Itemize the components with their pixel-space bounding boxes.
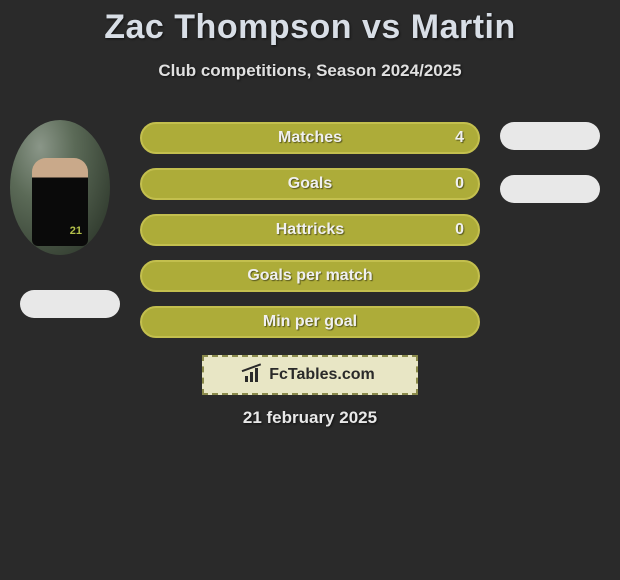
stat-row-matches: Matches 4 xyxy=(140,122,480,154)
player-avatar-left: 21 xyxy=(10,120,110,255)
stat-value: 0 xyxy=(455,221,464,239)
stat-value: 0 xyxy=(455,175,464,193)
pill-right-2 xyxy=(500,175,600,203)
stats-list: Matches 4 Goals 0 Hattricks 0 Goals per … xyxy=(140,122,480,352)
stat-label: Matches xyxy=(278,129,342,147)
stat-row-goals: Goals 0 xyxy=(140,168,480,200)
infographic-container: Zac Thompson vs Martin Club competitions… xyxy=(0,0,620,81)
brand-text: FcTables.com xyxy=(269,366,375,384)
stat-label: Goals per match xyxy=(247,267,372,285)
stat-row-hattricks: Hattricks 0 xyxy=(140,214,480,246)
stat-label: Goals xyxy=(288,175,332,193)
date-label: 21 february 2025 xyxy=(0,408,620,428)
pill-left xyxy=(20,290,120,318)
brand-box: FcTables.com xyxy=(202,355,418,395)
stat-row-goals-per-match: Goals per match xyxy=(140,260,480,292)
jersey-number: 21 xyxy=(70,225,82,237)
subtitle: Club competitions, Season 2024/2025 xyxy=(0,61,620,81)
stat-row-min-per-goal: Min per goal xyxy=(140,306,480,338)
stat-value: 4 xyxy=(455,129,464,147)
page-title: Zac Thompson vs Martin xyxy=(0,0,620,47)
stat-label: Min per goal xyxy=(263,313,357,331)
stat-label: Hattricks xyxy=(276,221,344,239)
bar-chart-icon xyxy=(245,368,263,382)
pill-right-1 xyxy=(500,122,600,150)
